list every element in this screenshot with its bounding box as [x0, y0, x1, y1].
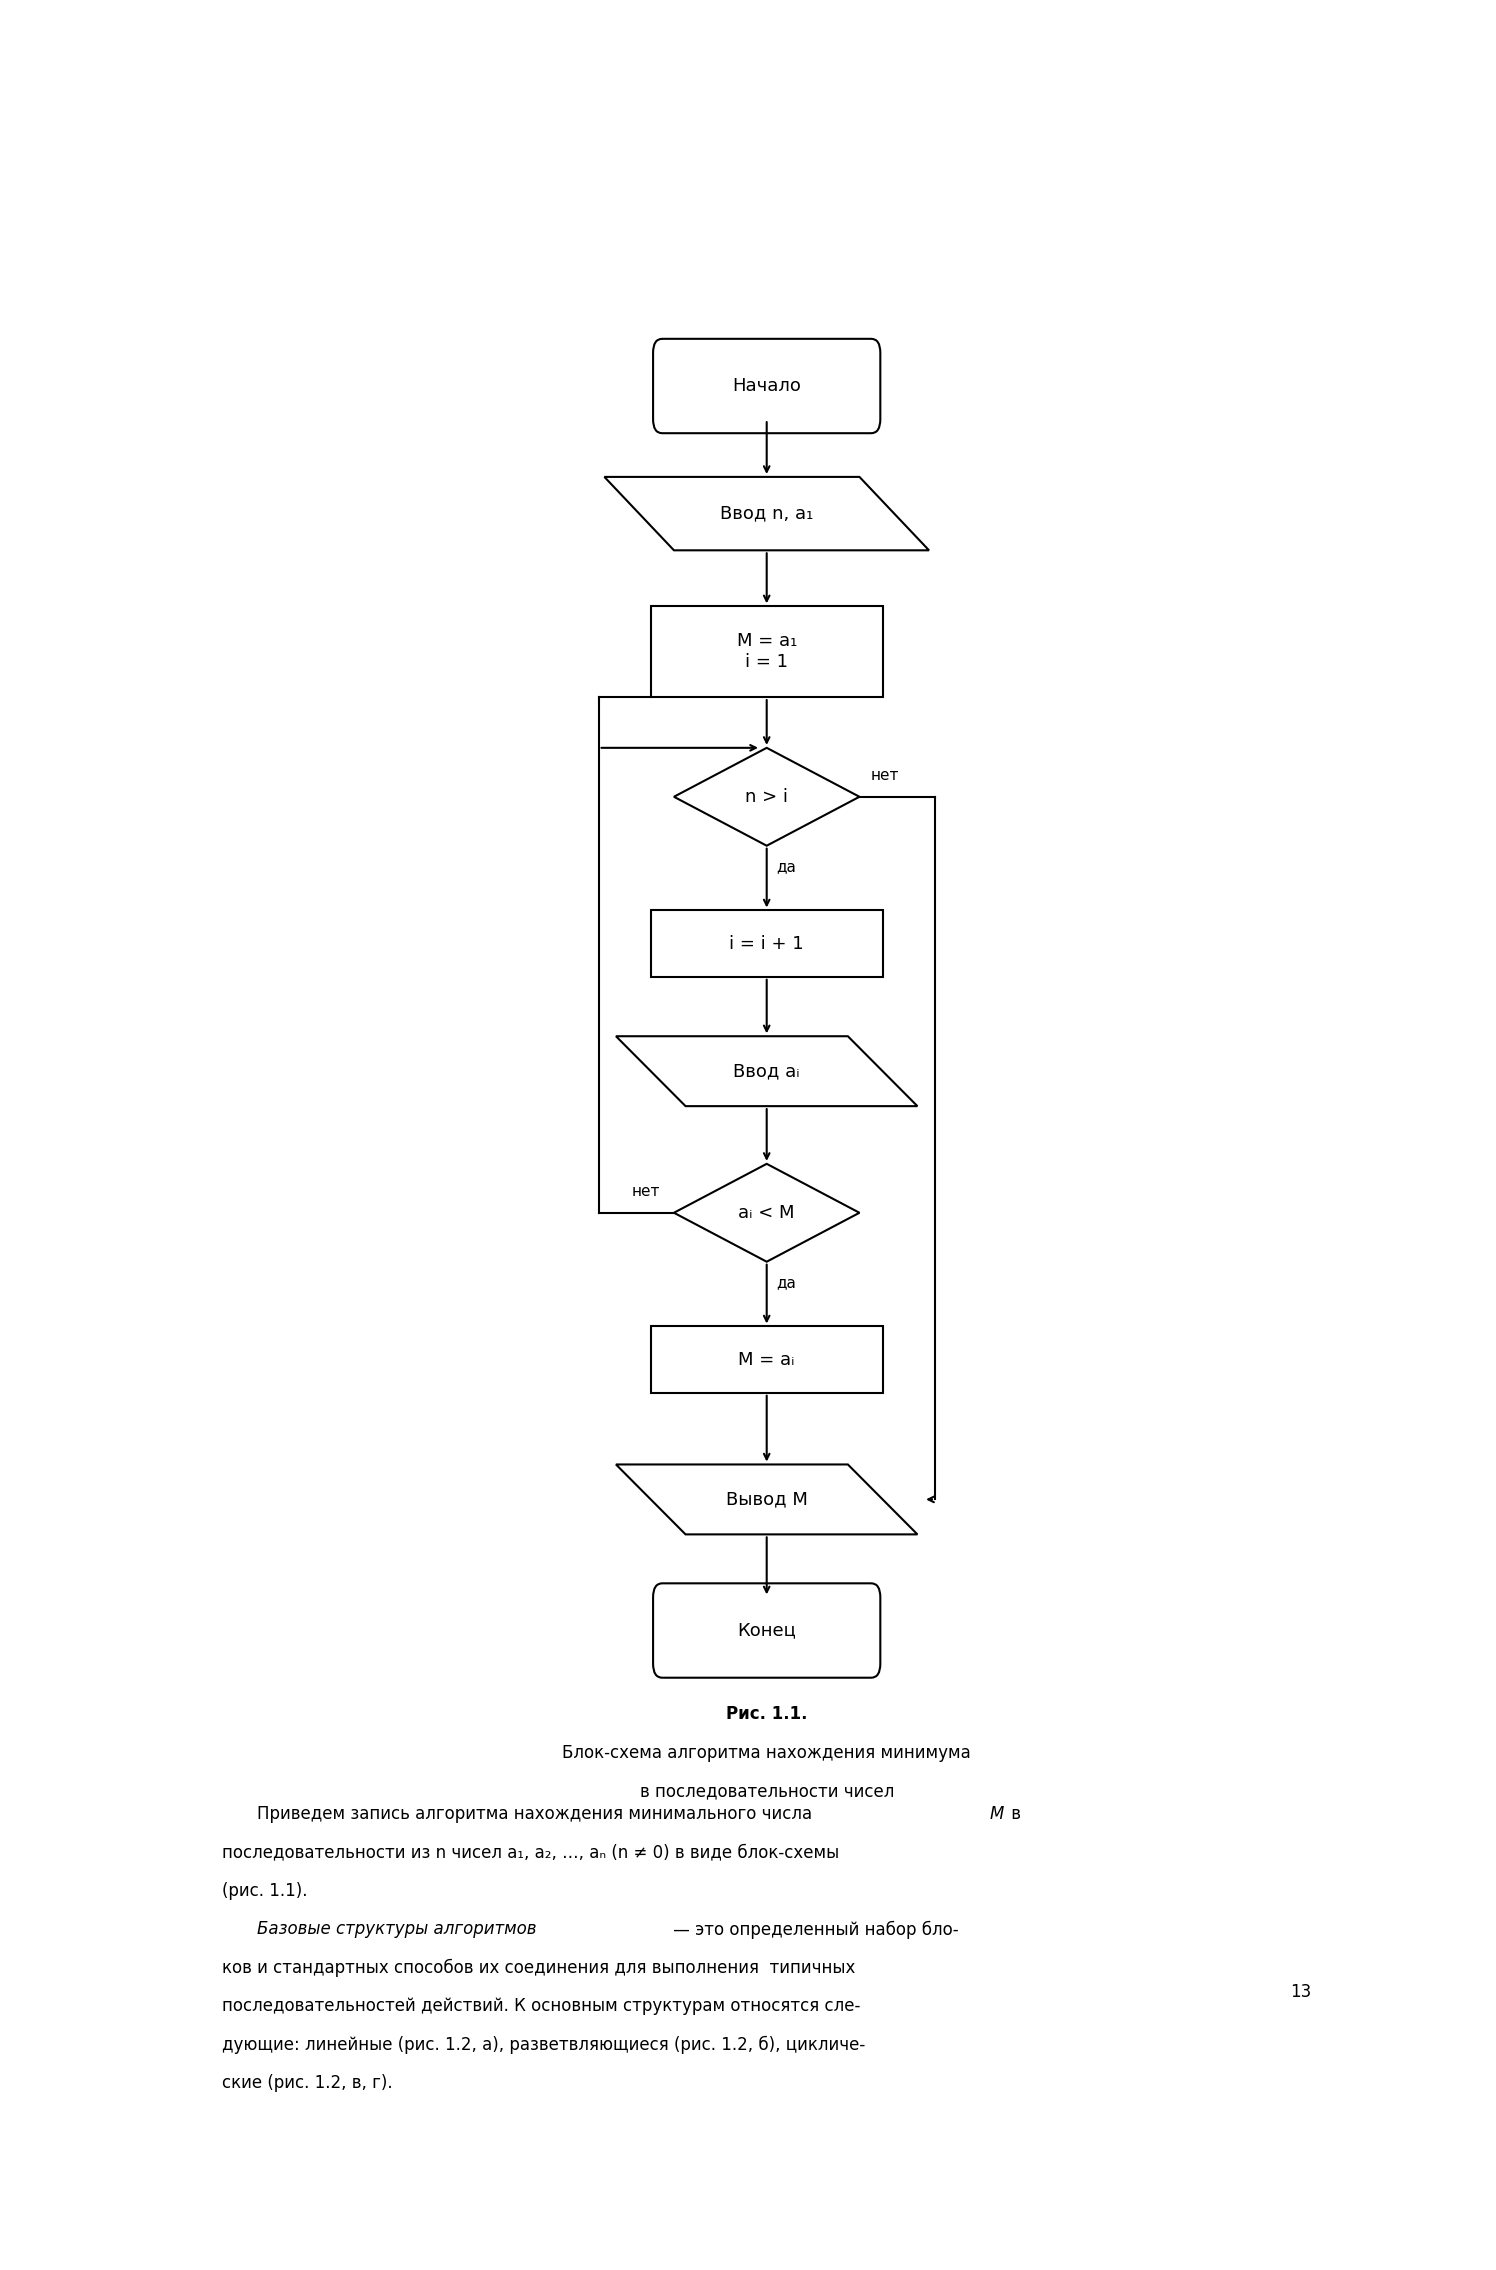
Text: 13: 13 — [1291, 1984, 1312, 2002]
Polygon shape — [616, 1035, 917, 1105]
Text: M: M — [989, 1805, 1004, 1823]
Text: Блок-схема алгоритма нахождения минимума: Блок-схема алгоритма нахождения минимума — [562, 1743, 971, 1762]
Text: Ввод n, a₁: Ввод n, a₁ — [720, 504, 814, 522]
Text: Начало: Начало — [732, 377, 802, 395]
Text: ков и стандартных способов их соединения для выполнения  типичных: ков и стандартных способов их соединения… — [221, 1959, 856, 1977]
Text: дующие: линейные (рис. 1.2, a), разветвляющиеся (рис. 1.2, б), цикличе-: дующие: линейные (рис. 1.2, a), разветвл… — [221, 2036, 865, 2054]
Text: в последовательности чисел: в последовательности чисел — [639, 1782, 895, 1800]
Text: последовательности из n чисел a₁, a₂, …, aₙ (n ≠ 0) в виде блок-схемы: последовательности из n чисел a₁, a₂, …,… — [221, 1843, 839, 1861]
Text: да: да — [776, 858, 796, 874]
Text: Конец: Конец — [738, 1621, 796, 1639]
Bar — [651, 910, 883, 976]
Text: M = aᵢ: M = aᵢ — [739, 1351, 794, 1369]
Text: в: в — [1005, 1805, 1020, 1823]
Text: Приведем запись алгоритма нахождения минимального числа: Приведем запись алгоритма нахождения мин… — [257, 1805, 817, 1823]
FancyBboxPatch shape — [654, 338, 880, 434]
Text: последовательностей действий. К основным структурам относятся сле-: последовательностей действий. К основным… — [221, 1998, 860, 2016]
Polygon shape — [616, 1464, 917, 1535]
Text: нет: нет — [631, 1185, 660, 1199]
Text: M = a₁
i = 1: M = a₁ i = 1 — [736, 633, 797, 672]
Text: Рис. 1.1.: Рис. 1.1. — [726, 1705, 808, 1723]
Text: Ввод aᵢ: Ввод aᵢ — [733, 1062, 800, 1081]
Text: aᵢ < M: aᵢ < M — [739, 1203, 794, 1221]
Text: нет: нет — [871, 767, 899, 783]
Polygon shape — [673, 747, 859, 847]
Text: да: да — [776, 1276, 796, 1289]
FancyBboxPatch shape — [654, 1584, 880, 1678]
Text: Вывод M: Вывод M — [726, 1491, 808, 1510]
Bar — [651, 606, 883, 697]
Text: — это определенный набор бло-: — это определенный набор бло- — [669, 1920, 959, 1939]
Text: n > i: n > i — [745, 788, 788, 806]
Text: ские (рис. 1.2, в, г).: ские (рис. 1.2, в, г). — [221, 2075, 392, 2093]
Text: i = i + 1: i = i + 1 — [730, 935, 803, 953]
Text: (рис. 1.1).: (рис. 1.1). — [221, 1882, 307, 1900]
Text: Базовые структуры алгоритмов: Базовые структуры алгоритмов — [257, 1920, 536, 1939]
Bar — [651, 1326, 883, 1394]
Polygon shape — [673, 1165, 859, 1262]
Polygon shape — [604, 477, 929, 549]
